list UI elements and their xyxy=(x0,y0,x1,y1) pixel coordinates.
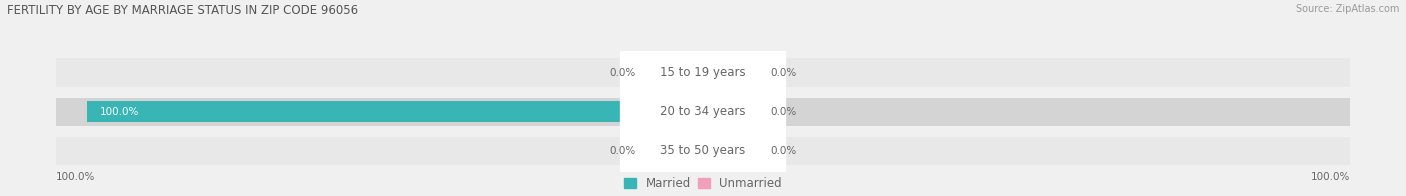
Bar xyxy=(56,98,1350,126)
Legend: Married, Unmarried: Married, Unmarried xyxy=(624,177,782,190)
Bar xyxy=(709,64,765,81)
Text: 20 to 34 years: 20 to 34 years xyxy=(661,105,745,118)
Text: 0.0%: 0.0% xyxy=(770,67,797,78)
Text: 100.0%: 100.0% xyxy=(100,107,139,117)
Bar xyxy=(641,103,697,121)
Text: 100.0%: 100.0% xyxy=(1310,172,1350,182)
Text: FERTILITY BY AGE BY MARRIAGE STATUS IN ZIP CODE 96056: FERTILITY BY AGE BY MARRIAGE STATUS IN Z… xyxy=(7,4,359,17)
Bar xyxy=(56,58,1350,87)
Text: Source: ZipAtlas.com: Source: ZipAtlas.com xyxy=(1295,4,1399,14)
Text: 0.0%: 0.0% xyxy=(770,146,797,156)
FancyBboxPatch shape xyxy=(620,82,786,196)
FancyBboxPatch shape xyxy=(620,4,786,141)
Text: 35 to 50 years: 35 to 50 years xyxy=(661,144,745,157)
Bar xyxy=(641,64,697,81)
Bar xyxy=(87,101,703,122)
Text: 15 to 19 years: 15 to 19 years xyxy=(661,66,745,79)
Bar xyxy=(641,142,697,160)
Bar xyxy=(56,137,1350,165)
Text: 0.0%: 0.0% xyxy=(609,146,636,156)
Bar xyxy=(709,103,765,121)
Text: 0.0%: 0.0% xyxy=(770,107,797,117)
Text: 100.0%: 100.0% xyxy=(56,172,96,182)
Text: 0.0%: 0.0% xyxy=(609,67,636,78)
Bar xyxy=(709,142,765,160)
FancyBboxPatch shape xyxy=(620,43,786,180)
